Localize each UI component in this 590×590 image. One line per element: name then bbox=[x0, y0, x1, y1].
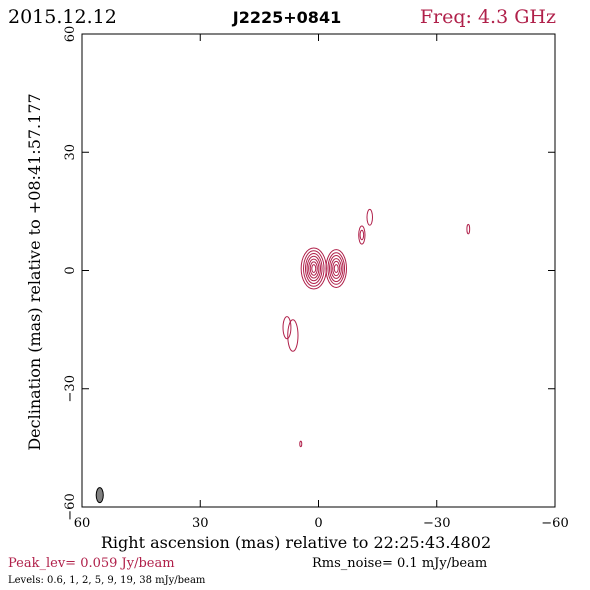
y-tick-label: 60 bbox=[63, 26, 78, 43]
contour-c0-l2 bbox=[304, 253, 323, 285]
contour-c0-l1 bbox=[303, 250, 325, 287]
y-axis-label: Declination (mas) relative to +08:41:57.… bbox=[25, 93, 44, 450]
beam-shape bbox=[95, 487, 104, 504]
y-tick-label: 0 bbox=[63, 266, 78, 274]
contour-c0-l0 bbox=[300, 247, 327, 290]
observation-date: 2015.12.12 bbox=[8, 6, 117, 28]
frequency-label: Freq: 4.3 GHz bbox=[420, 6, 556, 28]
x-tick-label: 30 bbox=[192, 516, 209, 531]
contour-c1-l3 bbox=[330, 258, 342, 279]
contour-c1-l0 bbox=[325, 249, 347, 288]
contour-c4-l0 bbox=[358, 225, 366, 245]
contour-c0-l5 bbox=[309, 261, 318, 276]
contour-c1-l5 bbox=[333, 264, 339, 273]
x-tick-label: −30 bbox=[423, 516, 450, 531]
contour-levels: Levels: 0.6, 1, 2, 5, 9, 19, 38 mJy/beam bbox=[8, 575, 206, 586]
contour-c6-l0 bbox=[466, 223, 471, 235]
beam-ellipse bbox=[95, 487, 104, 504]
rms-noise: Rms_noise= 0.1 mJy/beam bbox=[312, 556, 487, 571]
contour-c0-l4 bbox=[308, 258, 320, 279]
contour-c2-l0 bbox=[287, 319, 299, 352]
contour-c7-l0 bbox=[299, 440, 303, 448]
contour-c3-l0 bbox=[282, 316, 292, 340]
peak-level: Peak_lev= 0.059 Jy/beam bbox=[8, 556, 175, 571]
axis-ticks bbox=[81, 33, 556, 508]
x-axis-label: Right ascension (mas) relative to 22:25:… bbox=[101, 533, 491, 552]
contour-lines bbox=[282, 208, 471, 448]
contour-c4-l1 bbox=[359, 229, 365, 241]
y-tick-label: 30 bbox=[63, 144, 78, 161]
x-tick-label: 0 bbox=[314, 516, 322, 531]
contour-c1-l1 bbox=[327, 252, 346, 285]
x-tick-label: −60 bbox=[541, 516, 568, 531]
y-tick-labels: 60 30 0 −30 −60 bbox=[63, 26, 78, 521]
x-tick-labels: 60 30 0 −30 −60 bbox=[74, 516, 569, 531]
contour-c5-l0 bbox=[366, 208, 374, 226]
x-tick-label: 60 bbox=[74, 516, 91, 531]
contour-c1-l2 bbox=[329, 255, 344, 283]
contour-c0-l3 bbox=[306, 255, 321, 282]
contour-c1-l4 bbox=[332, 260, 341, 277]
y-tick-label: −30 bbox=[63, 375, 78, 402]
contour-c0-l6 bbox=[311, 264, 317, 273]
source-name: J2225+0841 bbox=[232, 8, 341, 27]
y-tick-label: −60 bbox=[63, 493, 78, 520]
